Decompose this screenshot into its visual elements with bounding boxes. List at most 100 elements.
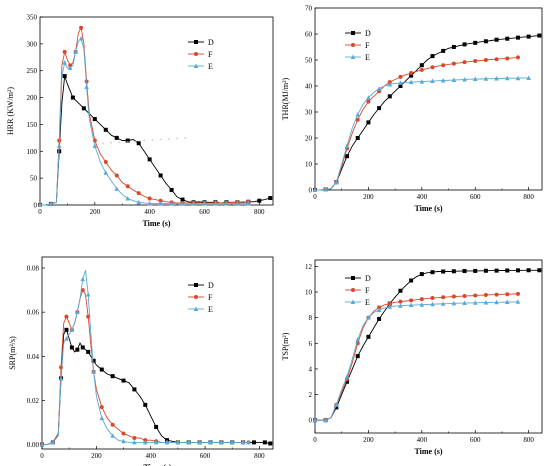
data-point-D	[268, 441, 273, 446]
x-tick-label: 600	[200, 452, 211, 460]
legend-marker-D	[194, 40, 198, 44]
data-point-E	[526, 75, 531, 80]
legend-marker-F	[194, 295, 198, 299]
data-point-D	[377, 106, 382, 111]
artifact-point	[143, 139, 146, 142]
data-point-E	[312, 417, 318, 423]
data-point-D	[483, 268, 488, 273]
series-line-D	[315, 269, 540, 421]
legend-marker-F	[194, 52, 198, 56]
y-tick-label: 300	[27, 40, 38, 48]
data-point-E	[69, 327, 75, 332]
x-tick-label: 400	[145, 452, 156, 460]
chart-panel-1: 0 200 400 600 800 0 50 100 150 200 250 300 350 Time (…	[6, 14, 274, 228]
data-point-E	[80, 276, 86, 282]
data-point-E	[64, 336, 69, 341]
data-point-E	[494, 75, 499, 81]
data-point-E	[366, 315, 371, 320]
data-point-F	[398, 299, 403, 304]
x-tick-label: 0	[40, 452, 44, 460]
artifact-point	[110, 141, 113, 144]
data-point-F	[110, 422, 115, 427]
y-tick-label: 4	[309, 365, 313, 373]
legend-marker-E	[350, 299, 356, 304]
data-point-E	[462, 300, 467, 306]
data-point-D	[114, 135, 119, 140]
data-point-E	[67, 65, 73, 71]
data-point-E	[202, 200, 207, 206]
data-point-E	[494, 299, 499, 305]
series-line-D	[40, 75, 271, 206]
series-line-E	[315, 77, 529, 191]
series-E	[39, 270, 251, 447]
series-line-F	[315, 293, 519, 421]
x-tick-label: 0	[38, 208, 42, 216]
data-point-F	[366, 99, 371, 104]
x-axis-label: Time (s)	[414, 447, 442, 456]
series-F	[313, 55, 520, 192]
series-F	[40, 288, 251, 447]
legend: DFE	[188, 38, 214, 71]
legend-label-F: F	[208, 50, 213, 59]
artifact-point	[151, 139, 154, 141]
data-point-F	[483, 292, 488, 297]
data-point-E	[515, 75, 521, 81]
x-tick-label: 200	[91, 452, 102, 460]
series-F	[313, 291, 520, 423]
data-point-D	[110, 374, 115, 379]
y-tick-label: 200	[27, 94, 38, 102]
series-line-F	[42, 289, 249, 446]
data-point-E	[387, 304, 393, 309]
data-point-D	[345, 154, 350, 159]
legend-label-F: F	[365, 286, 370, 295]
data-point-F	[355, 117, 360, 122]
data-point-D	[387, 94, 392, 99]
data-point-D	[268, 196, 273, 201]
data-point-D	[103, 127, 108, 132]
y-tick-label: 0.08	[27, 265, 40, 273]
data-point-D	[419, 63, 424, 68]
data-point-E	[208, 439, 213, 445]
series-E	[37, 35, 251, 207]
data-point-F	[409, 71, 414, 75]
data-point-F	[494, 57, 499, 62]
data-point-D	[419, 272, 424, 277]
x-tick-label: 600	[199, 208, 210, 216]
plot-frame	[39, 16, 274, 206]
data-point-D	[515, 35, 520, 40]
data-point-D	[537, 268, 542, 273]
x-axis-label: Time (s)	[414, 204, 442, 213]
artifact-point	[184, 136, 187, 139]
data-point-E	[75, 309, 80, 315]
data-point-F	[398, 74, 403, 79]
x-tick-label: 600	[470, 436, 481, 444]
data-point-E	[312, 187, 318, 192]
data-point-E	[344, 143, 350, 148]
data-point-E	[114, 186, 120, 191]
y-tick-label: 0.04	[27, 353, 40, 361]
data-point-D	[136, 141, 141, 146]
data-point-F	[515, 55, 520, 60]
data-point-E	[91, 369, 96, 374]
data-point-D	[64, 327, 69, 332]
data-point-E	[472, 300, 478, 305]
y-tick-label: 100	[27, 148, 38, 156]
data-point-F	[62, 49, 67, 54]
data-point-D	[125, 138, 130, 143]
data-point-F	[125, 184, 130, 189]
data-point-D	[505, 36, 510, 41]
data-point-E	[92, 143, 98, 148]
data-point-D	[355, 354, 360, 359]
data-point-E	[164, 439, 170, 445]
x-tick-label: 200	[363, 193, 374, 201]
data-point-E	[483, 76, 489, 81]
data-point-E	[246, 200, 251, 206]
legend-label-F: F	[208, 293, 213, 302]
data-point-E	[213, 200, 218, 206]
data-point-F	[419, 67, 424, 72]
data-point-F	[441, 63, 446, 68]
y-tick-label: 0.06	[27, 309, 40, 317]
x-tick-label: 800	[254, 452, 265, 460]
data-point-E	[110, 433, 115, 438]
artifact-point	[135, 140, 137, 142]
